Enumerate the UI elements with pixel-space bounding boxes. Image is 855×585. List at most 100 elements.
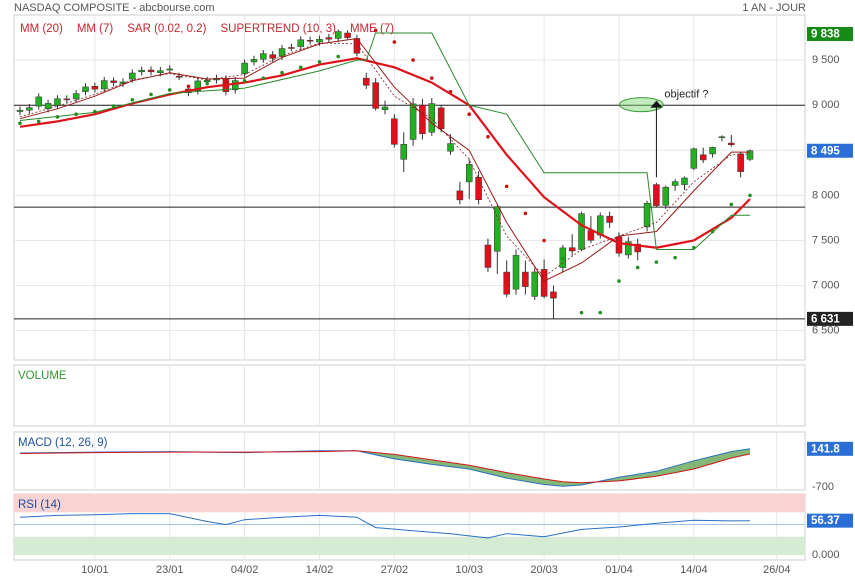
y-tick-label: 0.000 — [812, 549, 840, 561]
candle-body — [288, 47, 295, 49]
panel — [13, 14, 806, 361]
sar-dot — [242, 79, 247, 83]
sar-dot — [224, 79, 228, 84]
legend-label: SAR (0.02, 0.2) — [127, 23, 206, 35]
page-title: NASDAQ COMPOSITE - abcbourse.com — [14, 2, 215, 14]
sar-dot — [186, 84, 191, 89]
indicator-line — [19, 57, 751, 249]
candle-body — [503, 271, 510, 295]
legend-label: MME (7) — [350, 23, 394, 35]
sar-dot — [542, 238, 546, 243]
candle-body — [269, 54, 276, 59]
candle-body — [615, 236, 623, 254]
y-tick-label: 7 000 — [812, 279, 840, 291]
candle-body — [16, 109, 24, 112]
candle-body — [531, 271, 538, 297]
value-box-bg — [807, 27, 853, 41]
candle-body — [260, 53, 267, 60]
candle-body — [437, 107, 445, 130]
candle-body — [82, 86, 89, 92]
y-tick-label: 9 500 — [812, 54, 840, 66]
sar-dot — [561, 256, 565, 261]
y-tick-label: -700 — [812, 481, 834, 493]
candle-body — [241, 62, 248, 74]
sar-dot — [167, 88, 172, 92]
sar-dot — [710, 229, 715, 234]
candle-body — [110, 80, 117, 83]
indicator-line — [19, 513, 751, 539]
x-tick-label: 20/03 — [530, 564, 558, 576]
candle-body — [728, 142, 735, 146]
sar-dot — [504, 184, 509, 189]
indicator-line — [19, 32, 750, 250]
x-tick-label: 01/04 — [605, 564, 633, 576]
candle-body — [540, 269, 548, 297]
sar-dot — [317, 60, 322, 64]
sar-dot — [523, 211, 528, 216]
candle-body — [157, 70, 164, 73]
sar-dot — [205, 81, 209, 86]
candle-body — [391, 118, 398, 145]
candle-body — [194, 80, 202, 92]
indicator-line — [19, 450, 751, 484]
sar-dot — [336, 54, 341, 59]
value-box-bg — [807, 513, 853, 528]
value-box: 9 838 — [807, 27, 853, 41]
candle-body — [465, 164, 473, 183]
legend-label: MM (20) — [20, 23, 63, 35]
candle-body — [409, 103, 417, 140]
candle-body — [690, 148, 698, 169]
sar-dot — [355, 49, 359, 53]
indicator-line — [19, 37, 750, 282]
candle-body — [568, 247, 576, 252]
candle-body — [662, 186, 670, 206]
sar-dot — [373, 28, 378, 33]
arrow-head — [650, 100, 663, 108]
candle-body — [297, 39, 305, 47]
candle-body — [278, 48, 286, 57]
candle-body — [456, 190, 464, 201]
candle-body — [475, 177, 482, 200]
candle-body — [512, 255, 520, 290]
value-box-label: 56.37 — [811, 515, 840, 527]
candle-body — [419, 104, 426, 134]
x-tick-label: 10/03 — [455, 564, 483, 576]
value-box: 141.8 — [807, 441, 853, 456]
target-ellipse — [618, 97, 664, 113]
candle-body — [746, 150, 754, 160]
x-tick-label: 14/02 — [306, 564, 334, 576]
y-tick-label: 6 500 — [812, 325, 840, 337]
y-tick-label: 9 000 — [812, 99, 840, 111]
sar-dot — [411, 58, 415, 62]
legend-label: SUPERTREND (10, 3) — [221, 23, 337, 35]
candle-body — [381, 106, 389, 110]
value-box: 8 495 — [807, 143, 853, 158]
annotation-label: objectif ? — [664, 89, 708, 101]
sar-dot — [673, 255, 677, 260]
value-box-label: 141.8 — [811, 443, 840, 455]
candle-body — [400, 144, 407, 160]
candle-body — [447, 143, 454, 152]
candle-body — [250, 59, 258, 63]
candle-body — [166, 68, 173, 71]
candle-body — [550, 291, 557, 299]
candle-body — [26, 107, 33, 111]
panel-title: VOLUME — [18, 370, 67, 382]
y-tick-label: 7 500 — [812, 234, 840, 246]
candle-body — [72, 93, 80, 100]
sar-dot — [748, 193, 752, 198]
candle-body — [522, 271, 529, 287]
sar-dot — [729, 202, 734, 207]
sar-dot — [579, 310, 584, 315]
candle-body — [372, 82, 379, 109]
candle-body — [671, 181, 679, 186]
legend-label: MM (7) — [77, 23, 114, 35]
sar-dot — [617, 279, 621, 283]
period: 1 AN - JOUR — [742, 2, 806, 14]
candle-body — [344, 32, 351, 38]
candle-body — [54, 98, 61, 106]
sar-dot — [149, 92, 153, 97]
candle-body — [737, 153, 744, 172]
candle-body — [484, 244, 492, 268]
candle-body — [334, 31, 342, 39]
